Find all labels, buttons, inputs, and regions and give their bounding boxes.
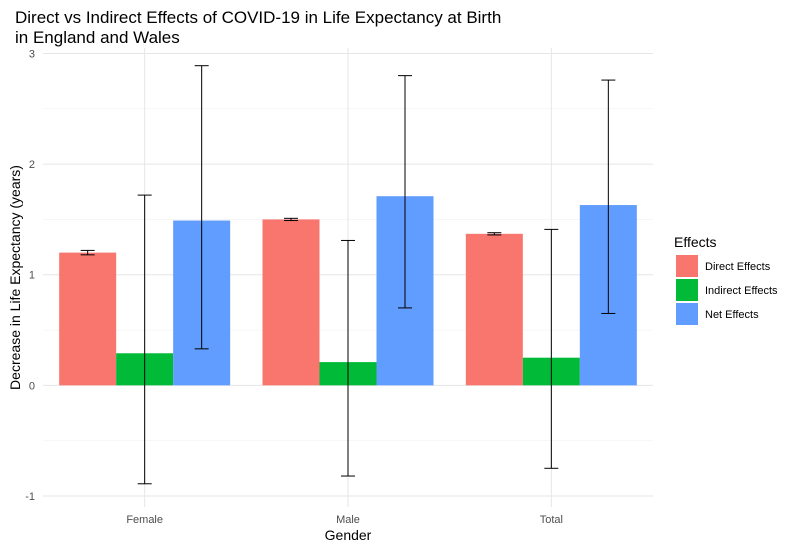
y-tick-label: 2	[29, 159, 35, 171]
y-axis-title: Decrease in Life Expectancy (years)	[7, 165, 23, 390]
legend-label: Direct Effects	[705, 261, 771, 273]
y-tick-label: 0	[29, 380, 35, 392]
bar	[262, 219, 320, 386]
x-axis-title: Gender	[325, 527, 372, 543]
y-tick-label: 1	[29, 270, 35, 282]
x-tick-label: Total	[540, 514, 563, 526]
legend-key	[676, 279, 698, 301]
legend-label: Net Effects	[705, 309, 759, 321]
chart-title: Direct vs Indirect Effects of COVID-19 i…	[15, 8, 502, 47]
y-tick-label: 3	[29, 49, 35, 61]
x-tick-label: Female	[126, 514, 163, 526]
legend-label: Indirect Effects	[705, 285, 778, 297]
bar	[465, 233, 523, 386]
x-tick-label: Male	[336, 514, 360, 526]
y-tick-label: -1	[25, 491, 35, 503]
legend-title: Effects	[674, 234, 717, 250]
legend-key	[676, 255, 698, 277]
bar	[59, 252, 117, 386]
legend-key	[676, 303, 698, 325]
